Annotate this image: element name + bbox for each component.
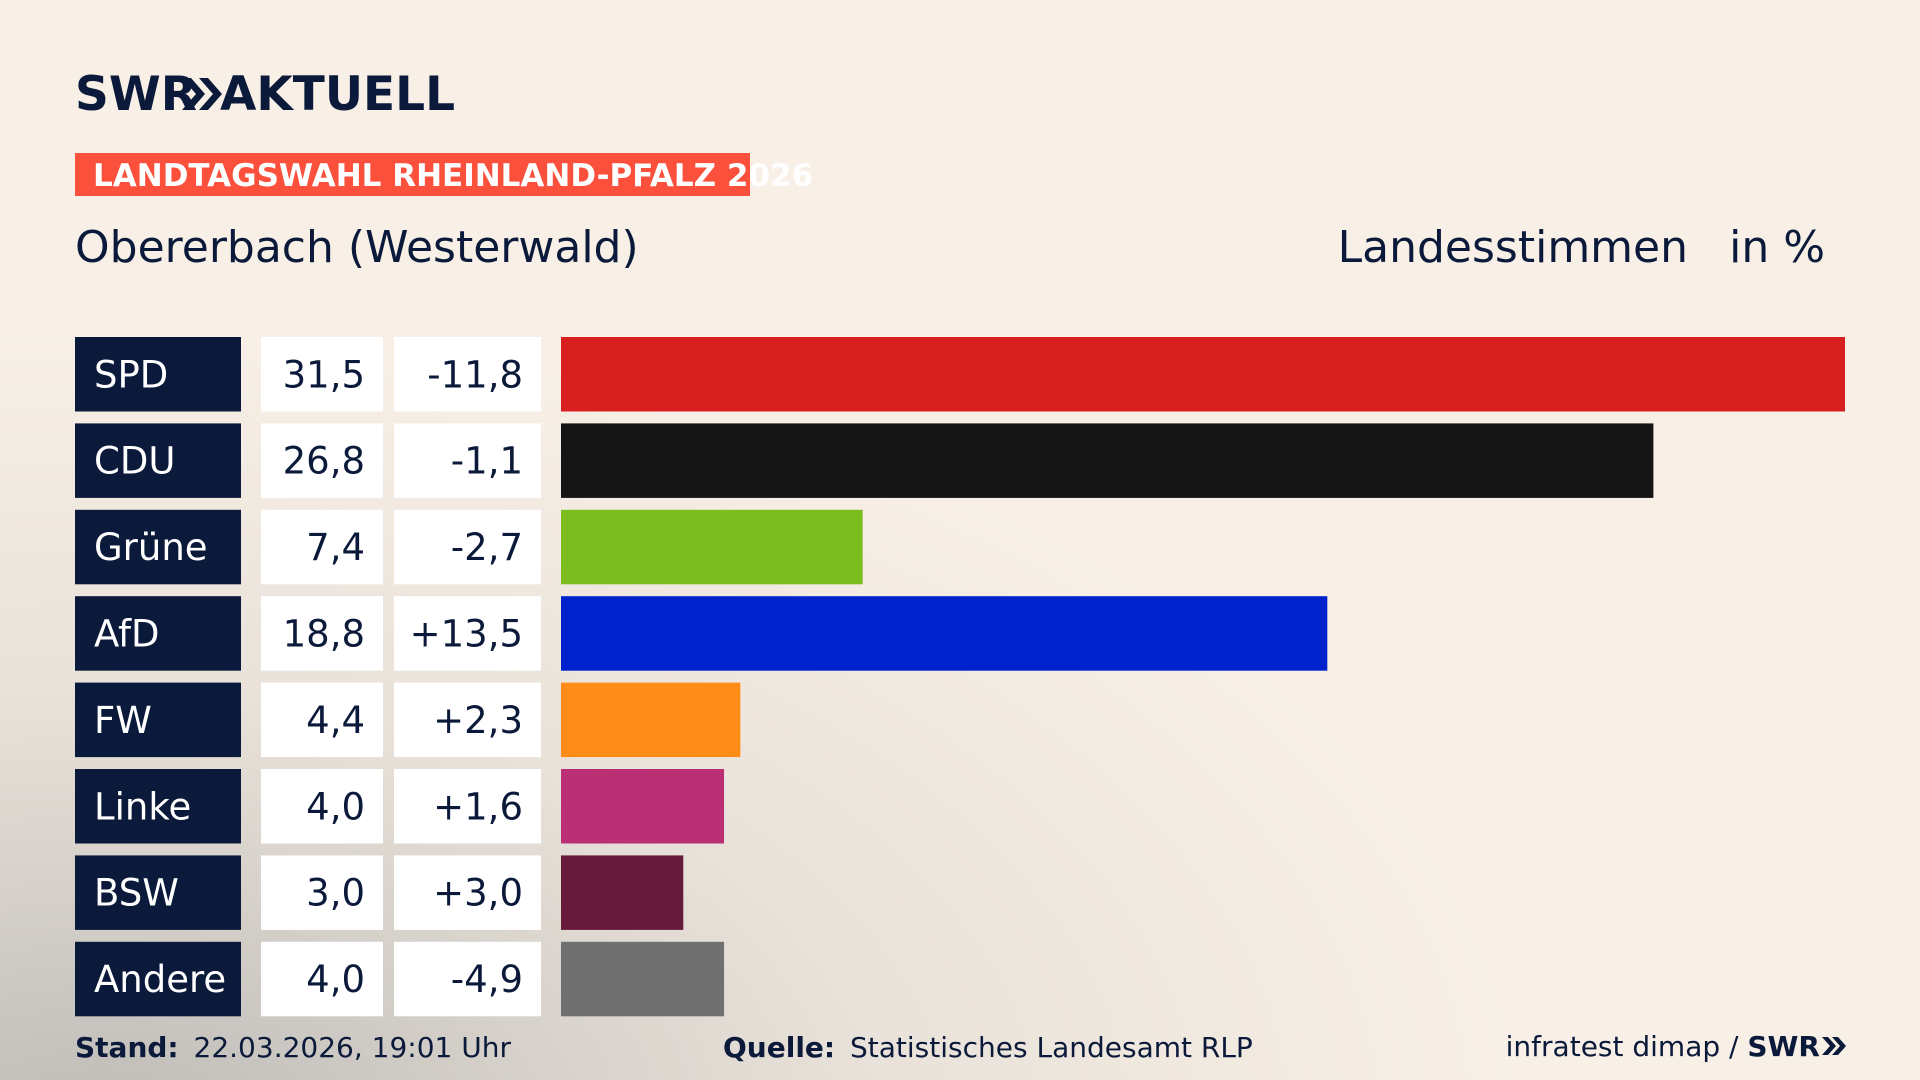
- value-box: [261, 769, 383, 844]
- change-box: [394, 682, 541, 758]
- bar: [561, 941, 725, 1017]
- value-label: 7,4: [306, 526, 365, 569]
- badge-bg: [75, 153, 750, 196]
- value-label: 18,8: [283, 612, 365, 655]
- credit: infratest dimap / SWR: [1506, 1030, 1820, 1063]
- value-box: [261, 941, 383, 1017]
- bar: [561, 337, 1845, 412]
- party-box: [75, 596, 241, 671]
- party-box: [75, 337, 241, 412]
- brand-product: AKTUELL: [220, 67, 455, 122]
- measure: Landesstimmen: [1338, 222, 1688, 273]
- change-label: -2,7: [451, 526, 523, 569]
- party-label: Grüne: [94, 526, 208, 569]
- credit-chevrons: [1822, 1037, 1846, 1055]
- change-box: [394, 855, 541, 930]
- change-label: +2,3: [433, 699, 523, 742]
- bar: [561, 509, 863, 585]
- change-box: [394, 337, 541, 412]
- source-value: Statistisches Landesamt RLP: [850, 1031, 1253, 1064]
- value-box: [261, 337, 383, 412]
- bar: [561, 769, 725, 844]
- bar: [561, 596, 1328, 671]
- party-label: AfD: [94, 612, 160, 655]
- bar: [561, 855, 684, 930]
- title: Obererbach (Westerwald): [75, 222, 639, 273]
- party-box: [75, 682, 241, 758]
- change-label: +3,0: [433, 872, 523, 915]
- party-label: Andere: [94, 958, 226, 1001]
- value-box: [261, 682, 383, 758]
- change-label: -1,1: [451, 440, 523, 483]
- party-label: BSW: [94, 872, 179, 915]
- party-box: [75, 769, 241, 844]
- value-box: [261, 596, 383, 671]
- change-box: [394, 769, 541, 844]
- change-box: [394, 596, 541, 671]
- party-label: SPD: [94, 353, 168, 396]
- change-label: -4,9: [451, 958, 523, 1001]
- value-label: 3,0: [306, 872, 365, 915]
- change-label: +13,5: [410, 612, 523, 655]
- credit-text: infratest dimap /: [1506, 1030, 1748, 1063]
- value-label: 4,0: [306, 785, 365, 828]
- source: Quelle: Statistisches Landesamt RLP: [723, 1031, 1253, 1064]
- bar: [561, 423, 1654, 498]
- brand: SWR: [75, 67, 197, 122]
- party-label: FW: [94, 699, 152, 742]
- value-box: [261, 855, 383, 930]
- credit-brand: SWR: [1747, 1030, 1820, 1063]
- party-box: [75, 941, 241, 1017]
- brand-chevrons: [182, 78, 222, 110]
- value-box: [261, 509, 383, 585]
- change-box: [394, 509, 541, 585]
- change-label: -11,8: [427, 353, 523, 396]
- unit: in %: [1729, 222, 1825, 273]
- party-box: [75, 423, 241, 498]
- stand: Stand: 22.03.2026, 19:01 Uhr: [75, 1031, 511, 1064]
- value-label: 4,4: [306, 699, 365, 742]
- party-box: [75, 509, 241, 585]
- value-label: 4,0: [306, 958, 365, 1001]
- stand-label: Stand:: [75, 1031, 179, 1064]
- party-label: CDU: [94, 440, 175, 483]
- bar: [561, 682, 741, 758]
- source-label: Quelle:: [723, 1031, 835, 1064]
- value-box: [261, 423, 383, 498]
- badge: LANDTAGSWAHL RHEINLAND-PFALZ 2026: [93, 158, 813, 194]
- change-box: [394, 423, 541, 498]
- party-box: [75, 855, 241, 930]
- value-label: 31,5: [283, 353, 365, 396]
- party-label: Linke: [94, 785, 191, 828]
- change-label: +1,6: [433, 785, 523, 828]
- change-box: [394, 941, 541, 1017]
- value-label: 26,8: [283, 440, 365, 483]
- stand-value: 22.03.2026, 19:01 Uhr: [194, 1031, 512, 1064]
